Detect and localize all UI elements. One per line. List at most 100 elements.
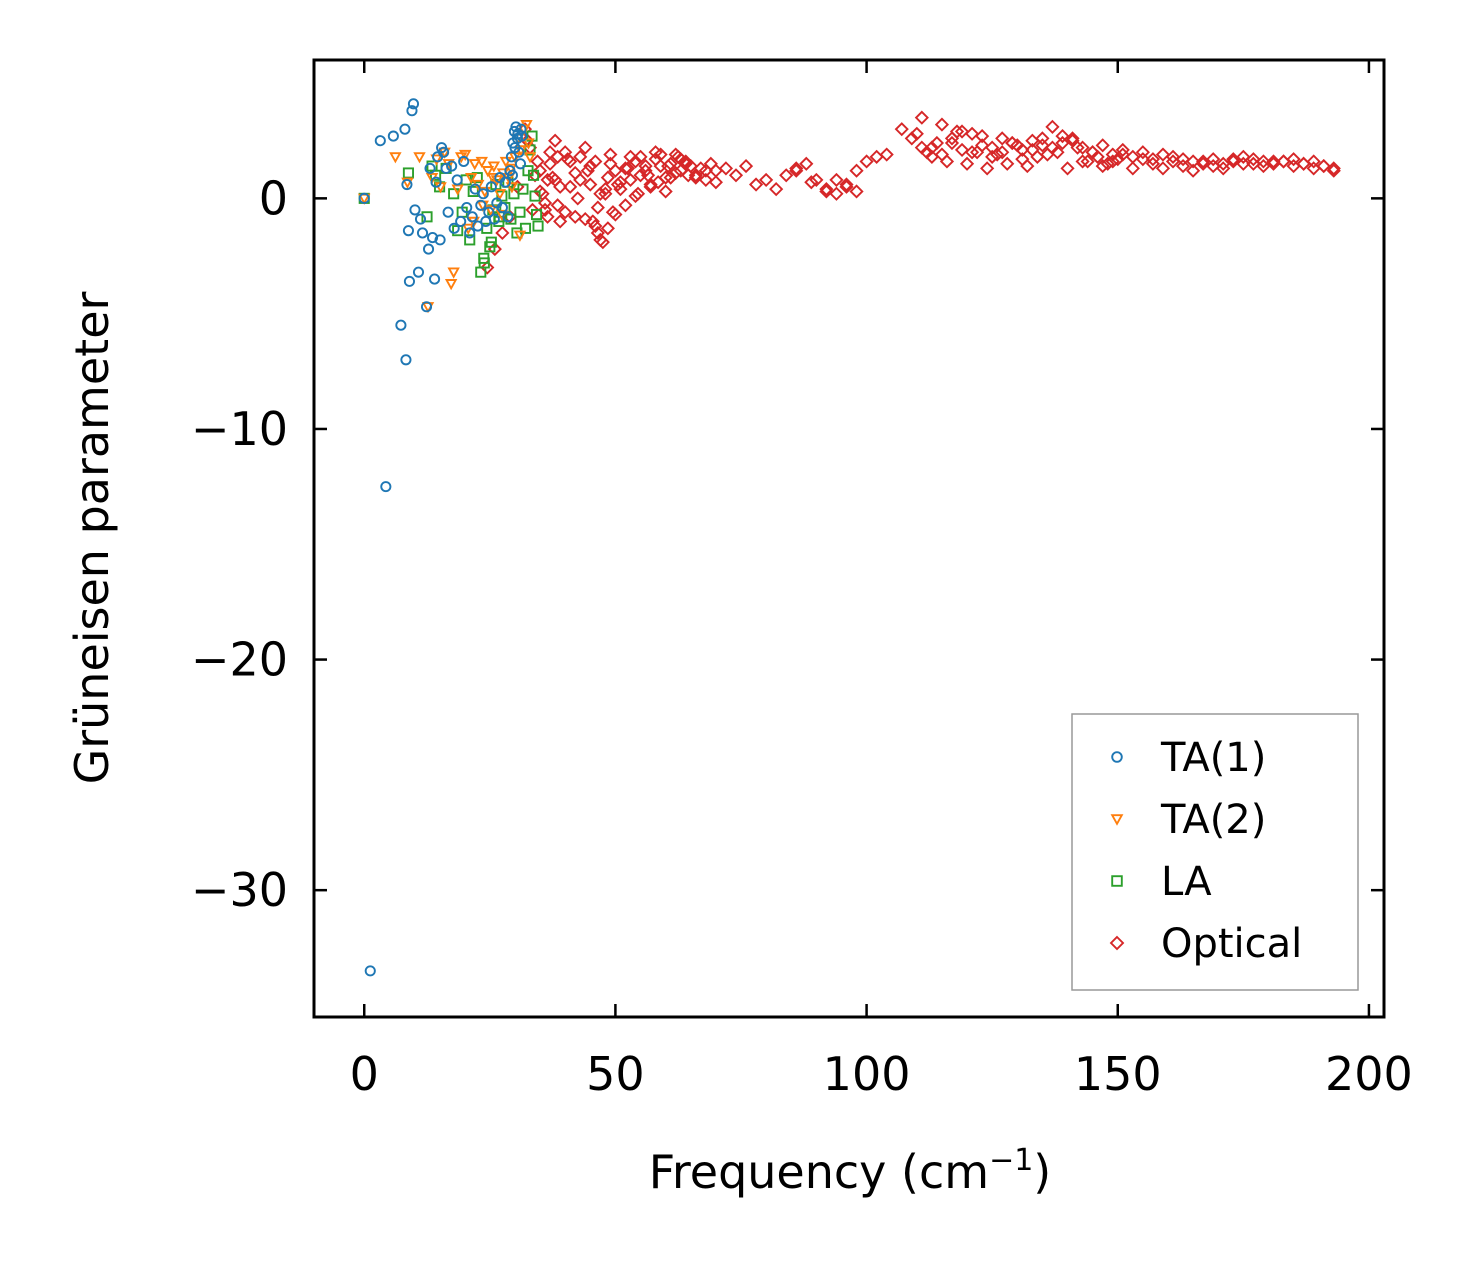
data-point — [558, 145, 573, 160]
data-point — [358, 192, 370, 204]
data-marks — [358, 98, 1341, 977]
data-point — [1155, 147, 1171, 162]
data-point — [1175, 158, 1191, 174]
data-point — [522, 138, 535, 150]
data-point — [698, 163, 713, 178]
data-point — [406, 105, 418, 117]
data-point — [478, 257, 490, 269]
x-tick-label: 200 — [1325, 1047, 1413, 1101]
data-point — [466, 211, 478, 223]
axis-ticks — [314, 60, 1384, 1017]
data-point — [1090, 149, 1105, 164]
legend-label: TA(1) — [1160, 735, 1266, 781]
data-point — [553, 179, 568, 194]
data-point — [975, 138, 990, 153]
data-point — [1155, 161, 1171, 176]
data-point — [467, 185, 479, 197]
data-point — [1206, 152, 1221, 167]
data-point — [618, 161, 633, 176]
data-point — [389, 152, 402, 164]
data-point — [480, 260, 495, 275]
data-point — [402, 225, 414, 237]
data-point — [985, 149, 1000, 164]
data-point — [1000, 156, 1015, 171]
data-point — [904, 131, 919, 146]
x-axis-label-end: ) — [1033, 1145, 1051, 1199]
data-point — [421, 211, 433, 223]
data-point — [894, 122, 909, 137]
data-point — [1165, 149, 1181, 164]
data-point — [819, 182, 834, 197]
data-point — [859, 154, 874, 169]
data-point — [477, 188, 489, 200]
data-point — [849, 163, 864, 178]
data-point — [1015, 152, 1030, 167]
data-point — [944, 131, 960, 146]
data-point — [618, 198, 633, 213]
data-point — [600, 170, 615, 185]
data-point — [513, 230, 527, 242]
data-point — [1266, 154, 1281, 169]
data-point — [1236, 156, 1251, 171]
legend-marker — [1111, 875, 1123, 887]
x-axis-label-superscript: −1 — [989, 1143, 1033, 1178]
legend-marker — [1109, 935, 1125, 951]
data-point — [648, 145, 663, 160]
data-point — [593, 186, 608, 201]
data-point — [434, 234, 446, 246]
data-point — [532, 220, 544, 232]
data-point — [413, 152, 426, 164]
data-point — [563, 179, 578, 194]
data-point — [849, 184, 864, 199]
x-tick-label: 0 — [350, 1047, 379, 1101]
data-point — [1095, 158, 1110, 174]
data-point — [1186, 154, 1201, 169]
legend-frame — [1071, 713, 1359, 991]
data-point — [1085, 145, 1100, 160]
data-point — [403, 275, 415, 287]
data-point — [527, 169, 540, 181]
data-point — [446, 160, 458, 172]
legend-label: TA(2) — [1160, 797, 1266, 843]
data-point — [799, 156, 814, 171]
data-point — [505, 213, 517, 225]
legend-label: LA — [1161, 859, 1212, 905]
data-point — [458, 149, 472, 162]
data-point — [487, 161, 501, 173]
data-point — [1115, 142, 1130, 158]
data-point — [929, 135, 945, 151]
data-point — [980, 161, 995, 176]
data-point — [879, 147, 894, 162]
data-point — [605, 205, 620, 220]
data-point — [475, 156, 488, 169]
data-point — [543, 145, 558, 160]
data-point — [1050, 145, 1065, 160]
data-point — [1045, 140, 1060, 155]
data-point — [430, 176, 442, 188]
legend-label: Optical — [1161, 921, 1302, 967]
data-point — [1186, 163, 1201, 178]
data-point — [590, 225, 605, 241]
data-point — [839, 179, 854, 194]
data-point — [628, 154, 643, 169]
data-point — [1060, 161, 1075, 176]
data-point — [550, 149, 565, 164]
data-point — [481, 166, 495, 178]
data-point — [444, 279, 458, 291]
data-point — [499, 156, 513, 169]
data-point — [640, 168, 656, 183]
data-point — [504, 163, 518, 175]
data-point — [728, 168, 744, 183]
data-point — [1115, 147, 1130, 162]
data-point — [678, 156, 693, 171]
data-point — [420, 301, 433, 313]
data-point — [402, 167, 414, 179]
data-point — [1035, 138, 1050, 153]
legend-item: TA(2) — [1110, 797, 1266, 843]
data-point — [429, 273, 441, 285]
data-point — [493, 189, 507, 201]
data-point — [829, 172, 844, 188]
data-point — [653, 158, 668, 174]
data-point — [1095, 138, 1110, 153]
data-point — [1135, 152, 1150, 167]
